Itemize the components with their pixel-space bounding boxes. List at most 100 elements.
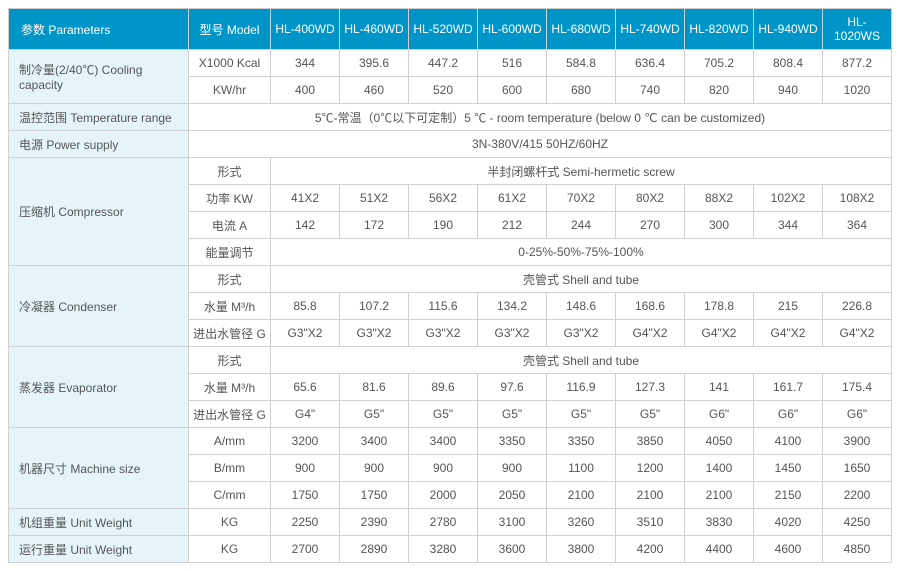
- cell: 2250: [271, 509, 340, 536]
- cell: 127.3: [616, 374, 685, 401]
- cell: 41X2: [271, 185, 340, 212]
- runw-sub: KG: [189, 536, 271, 563]
- comp-sub2: 功率 KW: [189, 185, 271, 212]
- cell: 1650: [823, 455, 892, 482]
- power-label: 电源 Power supply: [9, 131, 189, 158]
- evap-sub2: 水量 M³/h: [189, 374, 271, 401]
- cooling-row-1: 制冷量(2/40℃) Cooling capacity X1000 Kcal 3…: [9, 50, 892, 77]
- cell: 1020: [823, 77, 892, 104]
- cell: G5": [340, 401, 409, 428]
- cell: 1750: [340, 482, 409, 509]
- cell: 3400: [409, 428, 478, 455]
- cell: 116.9: [547, 374, 616, 401]
- power-value: 3N-380V/415 50HZ/60HZ: [189, 131, 892, 158]
- cell: G4"X2: [754, 320, 823, 347]
- cooling-sub1: X1000 Kcal: [189, 50, 271, 77]
- cell: 70X2: [547, 185, 616, 212]
- cell: 85.8: [271, 293, 340, 320]
- cell: G6": [823, 401, 892, 428]
- cell: 3900: [823, 428, 892, 455]
- comp-label: 压缩机 Compressor: [9, 158, 189, 266]
- cell: G6": [685, 401, 754, 428]
- cell: 460: [340, 77, 409, 104]
- cell: 3200: [271, 428, 340, 455]
- cell: 4050: [685, 428, 754, 455]
- unitw-label: 机组重量 Unit Weight: [9, 509, 189, 536]
- cell: G3"X2: [547, 320, 616, 347]
- cell: 940: [754, 77, 823, 104]
- cell: 4100: [754, 428, 823, 455]
- cell: 80X2: [616, 185, 685, 212]
- cell: 270: [616, 212, 685, 239]
- model-col-2: HL-520WD: [409, 9, 478, 50]
- model-col-4: HL-680WD: [547, 9, 616, 50]
- cell: 516: [478, 50, 547, 77]
- cell: 877.2: [823, 50, 892, 77]
- cell: 89.6: [409, 374, 478, 401]
- unitw-sub: KG: [189, 509, 271, 536]
- power-row: 电源 Power supply 3N-380V/415 50HZ/60HZ: [9, 131, 892, 158]
- cell: G4": [271, 401, 340, 428]
- model-col-6: HL-820WD: [685, 9, 754, 50]
- cell: 3510: [616, 509, 685, 536]
- size-sub2: B/mm: [189, 455, 271, 482]
- cell: 3350: [478, 428, 547, 455]
- cell: 142: [271, 212, 340, 239]
- temp-row: 温控范围 Temperature range 5℃-常温（0℃以下可定制）5 ℃…: [9, 104, 892, 131]
- cell: 584.8: [547, 50, 616, 77]
- cell: 2050: [478, 482, 547, 509]
- cell: 2100: [685, 482, 754, 509]
- temp-value: 5℃-常温（0℃以下可定制）5 ℃ - room temperature (be…: [189, 104, 892, 131]
- cell: G5": [547, 401, 616, 428]
- cell: 4020: [754, 509, 823, 536]
- cell: 97.6: [478, 374, 547, 401]
- cond-span1: 壳管式 Shell and tube: [271, 266, 892, 293]
- cell: 107.2: [340, 293, 409, 320]
- model-col-5: HL-740WD: [616, 9, 685, 50]
- cond-row-1: 冷凝器 Condenser 形式 壳管式 Shell and tube: [9, 266, 892, 293]
- model-col-1: HL-460WD: [340, 9, 409, 50]
- cell: 344: [754, 212, 823, 239]
- cell: 636.4: [616, 50, 685, 77]
- cell: 395.6: [340, 50, 409, 77]
- cell: G5": [478, 401, 547, 428]
- comp-row-1: 压缩机 Compressor 形式 半封闭螺杆式 Semi-hermetic s…: [9, 158, 892, 185]
- cell: 3260: [547, 509, 616, 536]
- cell: 175.4: [823, 374, 892, 401]
- comp-span4: 0-25%-50%-75%-100%: [271, 239, 892, 266]
- temp-label: 温控范围 Temperature range: [9, 104, 189, 131]
- cell: 4400: [685, 536, 754, 563]
- cell: 820: [685, 77, 754, 104]
- evap-span1: 壳管式 Shell and tube: [271, 347, 892, 374]
- cell: 2100: [616, 482, 685, 509]
- cell: 447.2: [409, 50, 478, 77]
- cell: 600: [478, 77, 547, 104]
- model-col-3: HL-600WD: [478, 9, 547, 50]
- size-label: 机器尺寸 Machine size: [9, 428, 189, 509]
- cell: 300: [685, 212, 754, 239]
- cell: 1450: [754, 455, 823, 482]
- cell: 364: [823, 212, 892, 239]
- cell: 3830: [685, 509, 754, 536]
- cell: 2390: [340, 509, 409, 536]
- cell: G5": [409, 401, 478, 428]
- comp-sub4: 能量调节: [189, 239, 271, 266]
- cell: 900: [271, 455, 340, 482]
- evap-sub1: 形式: [189, 347, 271, 374]
- cond-label: 冷凝器 Condenser: [9, 266, 189, 347]
- cell: 705.2: [685, 50, 754, 77]
- cell: 178.8: [685, 293, 754, 320]
- cell: 3400: [340, 428, 409, 455]
- cell: 900: [340, 455, 409, 482]
- spec-table: 参数 Parameters 型号 Model HL-400WD HL-460WD…: [8, 8, 892, 563]
- cell: 3280: [409, 536, 478, 563]
- cell: G4"X2: [685, 320, 754, 347]
- header-model-label: 型号 Model: [189, 9, 271, 50]
- cell: 4600: [754, 536, 823, 563]
- cell: 2890: [340, 536, 409, 563]
- cell: 2000: [409, 482, 478, 509]
- cell: 3350: [547, 428, 616, 455]
- cell: G3"X2: [478, 320, 547, 347]
- cell: 161.7: [754, 374, 823, 401]
- cooling-label: 制冷量(2/40℃) Cooling capacity: [9, 50, 189, 104]
